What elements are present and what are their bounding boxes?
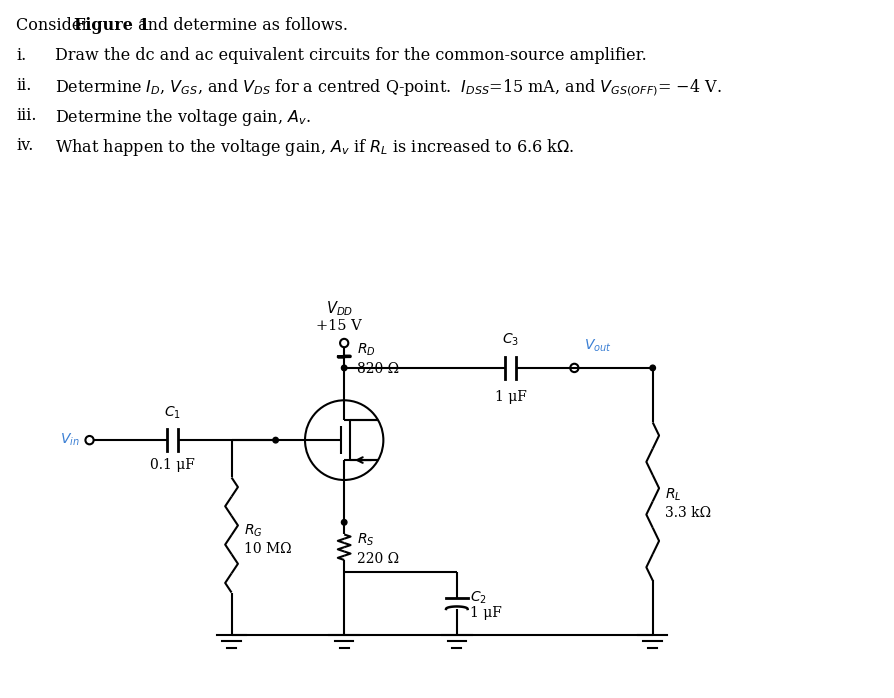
Text: ii.: ii. [16,77,31,94]
Circle shape [342,519,347,525]
Circle shape [342,365,347,371]
Text: 820 Ω: 820 Ω [357,362,399,376]
Text: Determine $I_D$, $V_{GS}$, and $V_{DS}$ for a centred Q-point.  $I_{DSS}$=15 mA,: Determine $I_D$, $V_{GS}$, and $V_{DS}$ … [55,77,721,98]
Text: Draw the dc and ac equivalent circuits for the common-source amplifier.: Draw the dc and ac equivalent circuits f… [55,47,646,64]
Text: iv.: iv. [16,137,33,154]
Text: i.: i. [16,47,26,64]
Text: $R_L$: $R_L$ [665,487,681,503]
Text: $C_2$: $C_2$ [469,589,486,606]
Text: $V_{out}$: $V_{out}$ [584,338,611,354]
Text: 10 MΩ: 10 MΩ [244,542,291,556]
Circle shape [273,438,278,443]
Text: +15 V: +15 V [316,319,362,333]
Text: Determine the voltage gain, $A_v$.: Determine the voltage gain, $A_v$. [55,107,311,128]
Circle shape [649,365,654,371]
Text: $C_3$: $C_3$ [502,332,519,348]
Text: 1 μF: 1 μF [494,390,526,404]
Text: $V_{in}$: $V_{in}$ [60,432,80,448]
Text: and determine as follows.: and determine as follows. [133,17,348,34]
Text: $V_{DD}$: $V_{DD}$ [325,299,352,318]
Text: 220 Ω: 220 Ω [357,552,399,566]
Text: iii.: iii. [16,107,37,124]
Text: $R_S$: $R_S$ [357,532,374,549]
Text: $R_D$: $R_D$ [357,341,375,358]
Text: 1 μF: 1 μF [469,607,501,621]
Text: 3.3 kΩ: 3.3 kΩ [665,506,711,520]
Text: $R_G$: $R_G$ [244,522,263,539]
Text: 0.1 μF: 0.1 μF [150,458,195,472]
Text: Consider: Consider [16,17,94,34]
Text: Figure 1: Figure 1 [74,17,150,34]
Text: What happen to the voltage gain, $A_v$ if $R_L$ is increased to 6.6 k$\Omega$.: What happen to the voltage gain, $A_v$ i… [55,137,574,158]
Text: $C_1$: $C_1$ [164,405,181,421]
